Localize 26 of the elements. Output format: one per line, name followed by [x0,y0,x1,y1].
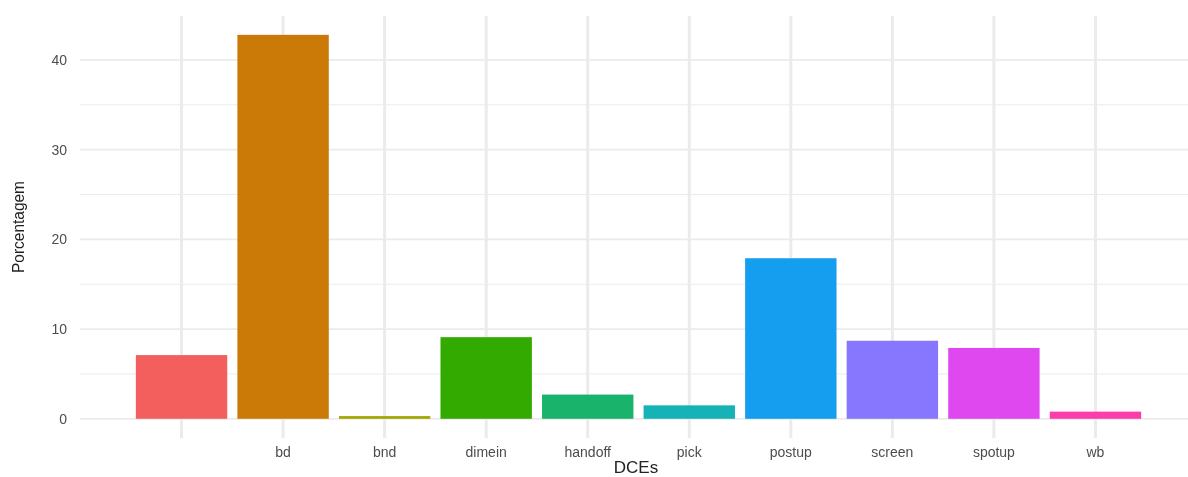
x-tick-label: pick [676,444,703,460]
bar [846,340,939,419]
y-tick-label: 10 [51,320,68,337]
x-tick-label: handoff [564,444,612,460]
x-tick-label: postup [769,444,813,460]
y-tick-label: 20 [51,231,68,248]
bar [643,405,735,419]
bar [237,34,329,419]
y-axis-title: Porcentagem [9,171,28,273]
y-tick-label: 0 [59,410,68,427]
x-tick-label: screen [871,444,914,460]
bar [1049,411,1142,419]
bar [745,258,837,419]
bar [948,347,1040,419]
x-tick-label: bd [275,444,291,460]
x-tick-label: wb [1085,444,1105,460]
bar [440,337,532,419]
bar [542,394,634,419]
bar [338,416,431,419]
bar [135,355,228,419]
x-axis-title: DCEs [613,458,659,477]
y-tick-label: 40 [51,51,68,68]
x-tick-label: bnd [372,444,397,460]
x-tick-label: spotup [972,444,1016,460]
x-tick-label: dimein [465,444,507,460]
y-tick-label: 30 [51,141,68,158]
